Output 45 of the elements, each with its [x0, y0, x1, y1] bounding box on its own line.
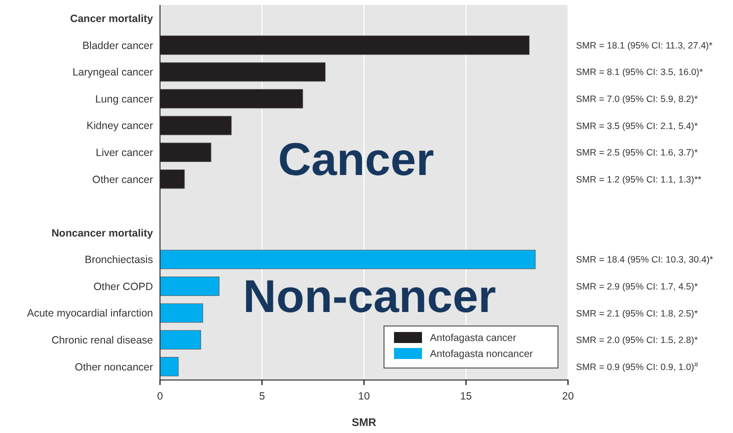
bar [160, 142, 212, 162]
y-tick-label: Other cancer [92, 174, 154, 186]
bar [160, 62, 326, 82]
annotation: Non-cancer [243, 270, 496, 322]
x-axis-title: SMR [352, 417, 376, 429]
y-tick-label: Bladder cancer [82, 40, 154, 52]
y-tick-label: Other COPD [93, 280, 154, 293]
bar [160, 330, 202, 350]
y-tick-label: Cancer mortality [70, 13, 154, 26]
y-tick-label: Chronic renal disease [51, 334, 154, 346]
x-tick-label: 20 [562, 390, 574, 403]
y-tick-label: Noncancer mortality [51, 227, 154, 240]
y-tick-label: Kidney cancer [86, 120, 154, 132]
y-tick-label: Bronchiectasis [84, 254, 153, 266]
text: SMR = 2.0 (95% CI: 1.5, 2.8)* [576, 335, 698, 346]
text: SMR = 2.9 (95% CI: 1.7, 4.5)* [576, 281, 698, 292]
y-tick-label: Laryngeal cancer [72, 66, 154, 79]
bar [160, 36, 530, 55]
bar [160, 303, 204, 323]
y-tick-label: Other noncancer [74, 361, 154, 374]
text: SMR = 2.5 (95% CI: 1.6, 3.7)* [576, 148, 698, 158]
bar [160, 250, 536, 270]
x-tick-label: 5 [259, 390, 266, 403]
bar [160, 356, 179, 376]
text: SMR = 8.1 (95% CI: 3.5, 16.0)* [576, 67, 704, 78]
text: SMR = 18.4 (95% CI: 10.3, 30.4)* [576, 254, 714, 265]
annotation: Cancer [278, 133, 434, 185]
text: SMR = 0.9 (95% CI: 0.9, 1.0)$^{#}$ [576, 361, 698, 372]
bar [160, 276, 220, 296]
text: SMR = 7.0 (95% CI: 5.9, 8.2)* [576, 94, 698, 104]
y-tick-label: Liver cancer [96, 146, 154, 159]
bar [160, 89, 304, 108]
text: SMR = 18.1 (95% CI: 11.3, 27.4)* [576, 40, 713, 50]
y-tick-label: Acute myocardial infarction [26, 308, 154, 320]
bar [160, 169, 185, 189]
legend-label: Antofagasta cancer [430, 333, 517, 344]
text: SMR = 1.2 (95% CI: 1.1, 1.3)** [576, 174, 702, 184]
x-tick-label: 15 [460, 390, 472, 403]
x-tick-label: 0 [157, 390, 164, 403]
text: SMR = 3.5 (95% CI: 2.1, 5.4)* [576, 120, 698, 131]
text: SMR = 2.1 (95% CI: 1.8, 2.5)* [576, 308, 698, 318]
bar [160, 116, 232, 136]
legend-label: Antofagasta noncancer [430, 349, 534, 360]
y-tick-label: Lung cancer [95, 93, 154, 106]
x-tick-label: 10 [358, 390, 370, 403]
